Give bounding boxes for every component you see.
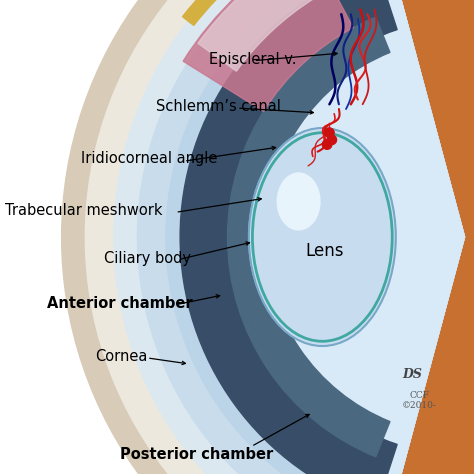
Bar: [294, 0, 474, 474]
Ellipse shape: [277, 173, 320, 230]
Text: DS: DS: [402, 368, 422, 381]
Wedge shape: [182, 0, 293, 26]
Circle shape: [327, 135, 337, 145]
Ellipse shape: [249, 128, 396, 346]
Wedge shape: [180, 0, 397, 474]
Wedge shape: [85, 0, 465, 474]
Bar: [303, 38, 322, 427]
Wedge shape: [114, 0, 465, 474]
Wedge shape: [62, 0, 465, 474]
Wedge shape: [228, 17, 390, 457]
Circle shape: [325, 128, 334, 137]
Text: Cornea: Cornea: [95, 349, 147, 364]
Text: CCF
©2010-: CCF ©2010-: [402, 391, 437, 410]
Circle shape: [322, 140, 332, 149]
Bar: [322, 38, 337, 427]
Text: Posterior chamber: Posterior chamber: [120, 447, 273, 462]
Wedge shape: [183, 0, 353, 111]
Wedge shape: [198, 0, 315, 71]
Text: Trabecular meshwork: Trabecular meshwork: [5, 203, 162, 219]
Text: Ciliary body: Ciliary body: [104, 251, 191, 266]
Wedge shape: [166, 0, 465, 474]
Wedge shape: [137, 0, 465, 474]
Text: Lens: Lens: [305, 242, 344, 260]
Text: Iridiocorneal angle: Iridiocorneal angle: [81, 151, 217, 166]
Text: Schlemm’s canal: Schlemm’s canal: [156, 99, 281, 114]
Wedge shape: [194, 0, 465, 474]
Text: Episcleral v.: Episcleral v.: [209, 52, 296, 67]
Text: Anterior chamber: Anterior chamber: [47, 296, 193, 311]
